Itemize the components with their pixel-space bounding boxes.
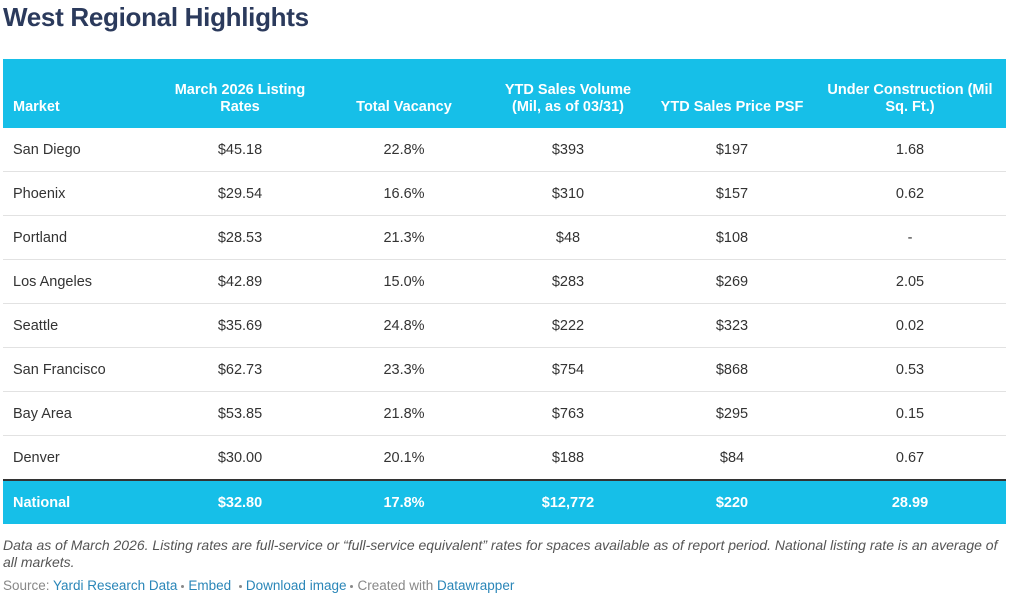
value-cell: $35.69 [158, 303, 322, 348]
market-cell: Los Angeles [3, 259, 158, 304]
market-cell: Denver [3, 435, 158, 481]
value-cell: 21.8% [322, 391, 486, 436]
value-cell: $45.18 [158, 128, 322, 172]
value-cell: 2.05 [814, 259, 1006, 304]
value-cell: 0.53 [814, 347, 1006, 392]
market-cell: Portland [3, 215, 158, 260]
column-header: Market [3, 59, 158, 128]
total-row: National $32.80 17.8% $12,772 $220 28.99 [3, 479, 1006, 524]
footer: Source: Yardi Research Data Embed Downloa… [3, 578, 514, 593]
value-cell: $283 [486, 259, 650, 304]
header-row: Market March 2026 Listing Rates Total Vaca… [3, 59, 1006, 128]
value-cell: 0.02 [814, 303, 1006, 348]
value-cell: 23.3% [322, 347, 486, 392]
column-header: Total Vacancy [322, 59, 486, 128]
value-cell: $12,772 [486, 479, 650, 524]
value-cell: $42.89 [158, 259, 322, 304]
value-cell: $763 [486, 391, 650, 436]
table-row: Portland $28.53 21.3% $48 $108- [3, 215, 1006, 260]
value-cell: $754 [486, 347, 650, 392]
value-cell: 0.15 [814, 391, 1006, 436]
table-row: San Diego $45.18 22.8% $393 $197 1.68 [3, 128, 1006, 172]
table-row: Los Angeles $42.89 15.0% $283 $269 2.05 [3, 259, 1006, 304]
data-table: Market March 2026 Listing Rates Total Vaca… [3, 59, 1006, 524]
column-header: March 2026 Listing Rates [158, 59, 322, 128]
source-link[interactable]: Yardi Research Data [53, 578, 178, 593]
table-row: Seattle $35.69 24.8% $222 $323 0.02 [3, 303, 1006, 348]
source-label: Source: [3, 578, 50, 593]
market-cell: National [3, 479, 158, 524]
value-cell: 17.8% [322, 479, 486, 524]
value-cell: $32.80 [158, 479, 322, 524]
value-cell: $53.85 [158, 391, 322, 436]
value-cell: $62.73 [158, 347, 322, 392]
value-cell: $84 [650, 435, 814, 481]
value-cell: $197 [650, 128, 814, 172]
table-row: San Francisco $62.73 23.3% $754 $868 0.53 [3, 347, 1006, 392]
separator [350, 584, 354, 588]
column-header: YTD Sales Volume (Mil, as of 03/31) [486, 59, 650, 128]
value-cell: 1.68 [814, 128, 1006, 172]
value-cell: $108 [650, 215, 814, 260]
title: West Regional Highlights [3, 2, 309, 32]
value-cell: $30.00 [158, 435, 322, 481]
column-header: YTD Sales Price PSF [650, 59, 814, 128]
value-cell: $29.54 [158, 171, 322, 216]
value-cell: $323 [650, 303, 814, 348]
table-row: Phoenix $29.54 16.6% $310 $157 0.62 [3, 171, 1006, 216]
notes: Data as of March 2026. Listing rates are… [3, 537, 998, 570]
separator [238, 584, 242, 588]
value-cell: $269 [650, 259, 814, 304]
value-cell: $310 [486, 171, 650, 216]
market-cell: Bay Area [3, 391, 158, 436]
market-cell: Phoenix [3, 171, 158, 216]
embed-link[interactable]: Embed [188, 578, 232, 593]
table-body: San Diego $45.18 22.8% $393 $197 1.68 Phoenix $… [3, 128, 1006, 524]
value-cell: 22.8% [322, 128, 486, 172]
value-cell: 16.6% [322, 171, 486, 216]
value-cell: 20.1% [322, 435, 486, 481]
download-link[interactable]: Download image [245, 578, 347, 593]
value-cell: $220 [650, 479, 814, 524]
value-cell: 24.8% [322, 303, 486, 348]
value-cell: $295 [650, 391, 814, 436]
value-cell: $868 [650, 347, 814, 392]
value-cell: $28.53 [158, 215, 322, 260]
table-row: Bay Area $53.85 21.8% $763 $295 0.15 [3, 391, 1006, 436]
value-cell: 28.99 [814, 479, 1006, 524]
table-row: Denver $30.00 20.1% $188 $84 0.67 [3, 435, 1006, 481]
separator [181, 584, 185, 588]
column-header: Under Construction (Mil Sq. Ft.) [814, 59, 1006, 128]
value-cell: 15.0% [322, 259, 486, 304]
market-cell: San Diego [3, 128, 158, 172]
market-cell: San Francisco [3, 347, 158, 392]
value-cell: 0.67 [814, 435, 1006, 481]
value-cell: $48 [486, 215, 650, 260]
value-cell: $157 [650, 171, 814, 216]
datawrapper-link[interactable]: Datawrapper [437, 578, 515, 593]
value-cell: 0.62 [814, 171, 1006, 216]
created-label: Created with [357, 578, 434, 593]
market-cell: Seattle [3, 303, 158, 348]
value-cell: $222 [486, 303, 650, 348]
value-cell: $393 [486, 128, 650, 172]
value-cell: - [814, 215, 1006, 260]
value-cell: 21.3% [322, 215, 486, 260]
value-cell: $188 [486, 435, 650, 481]
